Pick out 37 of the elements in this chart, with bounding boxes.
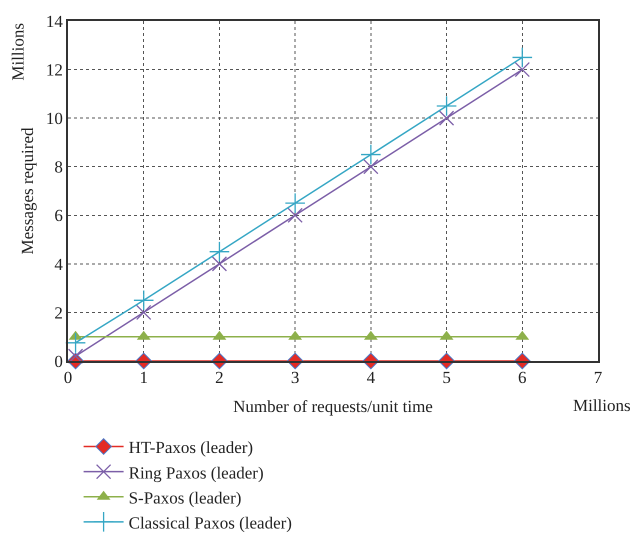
y-tick-label: 2 (54, 303, 63, 322)
point (284, 192, 306, 214)
point (136, 304, 152, 320)
x-tick-label: 2 (215, 368, 224, 388)
y-tick-label: 6 (54, 206, 63, 226)
y-axis-title: Messages required (18, 127, 37, 254)
x-axis-title: Number of requests/unit time (233, 397, 433, 416)
y-tick-label: 0 (54, 352, 63, 371)
text: Millions (573, 396, 631, 415)
point (363, 159, 379, 174)
point (208, 241, 230, 262)
y-tick-label: 10 (46, 109, 63, 128)
x-tick-label: 4 (366, 368, 376, 388)
x-tick-label: 1 (139, 368, 148, 388)
legend-label: Ring Paxos (leader) (128, 463, 264, 482)
point (68, 348, 84, 364)
point (133, 290, 154, 311)
x-tick-label: 7 (594, 368, 603, 388)
legend-label: HT-Paxos (leader) (128, 438, 254, 458)
point (436, 96, 458, 116)
x-tick-label: 3 (290, 368, 300, 388)
x-tick-label: 5 (442, 368, 451, 388)
y-tick-label: 8 (54, 158, 63, 177)
legend-label: Classical Paxos (leader) (128, 513, 292, 532)
point (287, 208, 303, 223)
point (438, 110, 454, 126)
point (512, 46, 533, 68)
legend-label: S-Paxos (leader) (128, 488, 242, 508)
x-tick-label: 6 (518, 368, 527, 388)
y-tick-label: 14 (46, 12, 64, 31)
point (65, 332, 86, 354)
y-tick-label: 4 (54, 254, 64, 274)
text: Millions (8, 23, 28, 81)
point (360, 144, 382, 166)
point (514, 62, 530, 78)
point (212, 256, 228, 272)
y-tick-label: 12 (46, 60, 63, 80)
